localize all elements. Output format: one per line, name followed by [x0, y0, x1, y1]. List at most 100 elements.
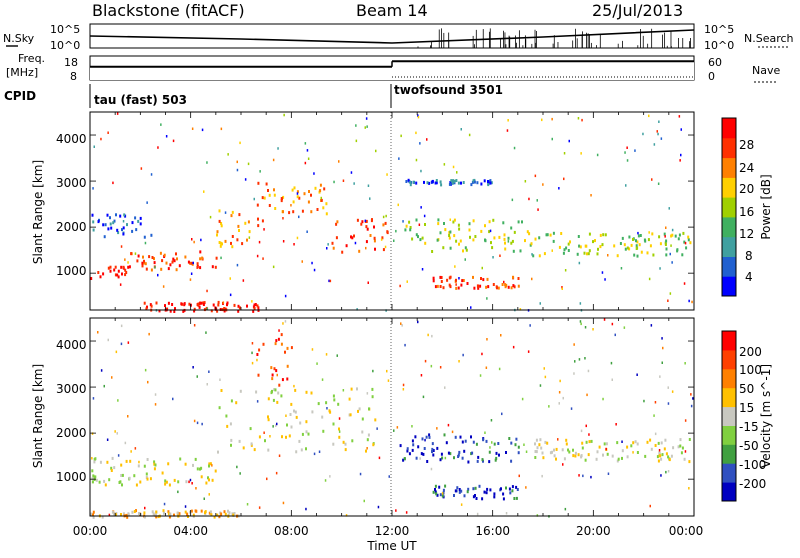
power-cell — [409, 228, 412, 232]
power-cell — [626, 246, 629, 250]
velocity-cell — [270, 366, 273, 370]
velocity-cell — [178, 512, 181, 516]
velocity-scatter-cell — [282, 501, 285, 505]
velocity-scatter-cell — [251, 351, 253, 355]
velocity-cell — [299, 421, 302, 425]
velocity-cell — [688, 460, 691, 464]
power-cell — [200, 301, 203, 305]
power-cell — [280, 197, 283, 201]
power-cell — [282, 195, 285, 199]
power-scatter-cell — [551, 117, 553, 121]
power-scatter-cell — [537, 208, 539, 211]
velocity-cell — [555, 457, 557, 461]
power-scatter-cell — [651, 178, 653, 181]
velocity-cell — [104, 483, 107, 487]
power-scatter-cell — [489, 229, 492, 233]
velocity-cell — [280, 333, 283, 337]
power-cell — [238, 306, 241, 310]
power-scatter-cell — [367, 184, 370, 187]
velocity-cell — [110, 466, 113, 470]
power-cell — [453, 179, 456, 183]
velocity-scatter-cell — [585, 424, 587, 428]
velocity-cell — [146, 458, 149, 461]
velocity-scatter-cell — [120, 324, 123, 328]
velocity-scatter-cell — [498, 367, 501, 371]
power-cell — [502, 221, 505, 225]
power-cell — [303, 192, 306, 196]
power-scatter-cell — [304, 161, 307, 165]
velocity-cbar-swatch — [722, 463, 736, 483]
power-cell — [331, 241, 334, 245]
velocity-cell — [441, 494, 444, 498]
velocity-cell — [534, 450, 537, 453]
velocity-cell — [230, 399, 233, 403]
power-scatter-cell — [671, 261, 673, 264]
power-cell — [325, 212, 328, 216]
velocity-cell — [414, 435, 417, 439]
velocity-scatter-cell — [444, 456, 447, 460]
power-scatter-cell — [206, 289, 208, 293]
velocity-scatter-cell — [411, 425, 413, 428]
velocity-cell — [572, 454, 575, 458]
power-cbar-tick-4: 4 — [745, 270, 753, 284]
freq-left-tick-top: 18 — [64, 56, 78, 69]
velocity-cell — [149, 477, 152, 481]
velocity-cell — [255, 390, 258, 394]
velocity-cell — [466, 490, 469, 494]
power-scatter-cell — [296, 192, 299, 195]
velocity-scatter-cell — [584, 357, 586, 360]
power-scatter-cell — [365, 246, 367, 250]
velocity-cell — [630, 444, 633, 448]
power-scatter-cell — [417, 114, 419, 117]
velocity-scatter-cell — [607, 472, 610, 475]
power-cbar-title: Power [dB] — [759, 174, 773, 239]
power-cell — [114, 273, 117, 277]
power-cell — [202, 301, 205, 305]
power-cell — [601, 243, 604, 247]
velocity-cell — [670, 454, 673, 458]
power-cell — [435, 179, 438, 182]
power-cell — [444, 228, 447, 232]
power-cell — [131, 229, 134, 233]
velocity-cell — [636, 451, 639, 454]
power-cell — [498, 235, 501, 239]
power-cell — [107, 266, 110, 270]
velocity-cell — [412, 443, 415, 447]
power-cell — [292, 210, 295, 214]
power-cell — [628, 235, 631, 239]
power-scatter-cell — [420, 206, 422, 209]
power-scatter-cell — [419, 142, 421, 145]
velocity-scatter-cell — [562, 463, 564, 466]
velocity-scatter-cell — [395, 509, 397, 512]
noise-left-tick-top: 10^5 — [50, 23, 80, 36]
power-cell — [296, 190, 299, 194]
power-scatter-cell — [100, 137, 102, 141]
velocity-cell — [300, 448, 303, 452]
velocity-cell — [561, 448, 564, 452]
power-cell — [517, 220, 520, 224]
velocity-cell — [658, 451, 661, 455]
power-cell — [91, 213, 94, 217]
power-scatter-cell — [253, 197, 255, 201]
velocity-scatter-cell — [236, 465, 238, 469]
velocity-scatter-cell — [211, 464, 213, 467]
velocity-cell — [434, 484, 437, 488]
power-scatter-cell — [353, 182, 355, 185]
power-cell — [476, 181, 479, 185]
velocity-scatter-cell — [658, 449, 661, 452]
time-tick-1: 04:00 — [173, 524, 208, 538]
power-scatter-cell — [418, 223, 421, 226]
velocity-ytick-2000: 2000 — [56, 426, 87, 440]
velocity-scatter-cell — [431, 334, 433, 338]
power-cell — [301, 209, 304, 213]
power-scatter-cell — [423, 214, 426, 218]
power-cell — [602, 233, 605, 237]
power-cell — [113, 219, 116, 223]
velocity-scatter-cell — [272, 425, 274, 428]
power-scatter-cell — [580, 152, 582, 155]
velocity-scatter-cell — [436, 427, 438, 430]
power-scatter-cell — [669, 292, 672, 295]
power-scatter-cell — [107, 131, 109, 134]
velocity-cell — [273, 367, 276, 371]
velocity-scatter-cell — [366, 447, 368, 450]
